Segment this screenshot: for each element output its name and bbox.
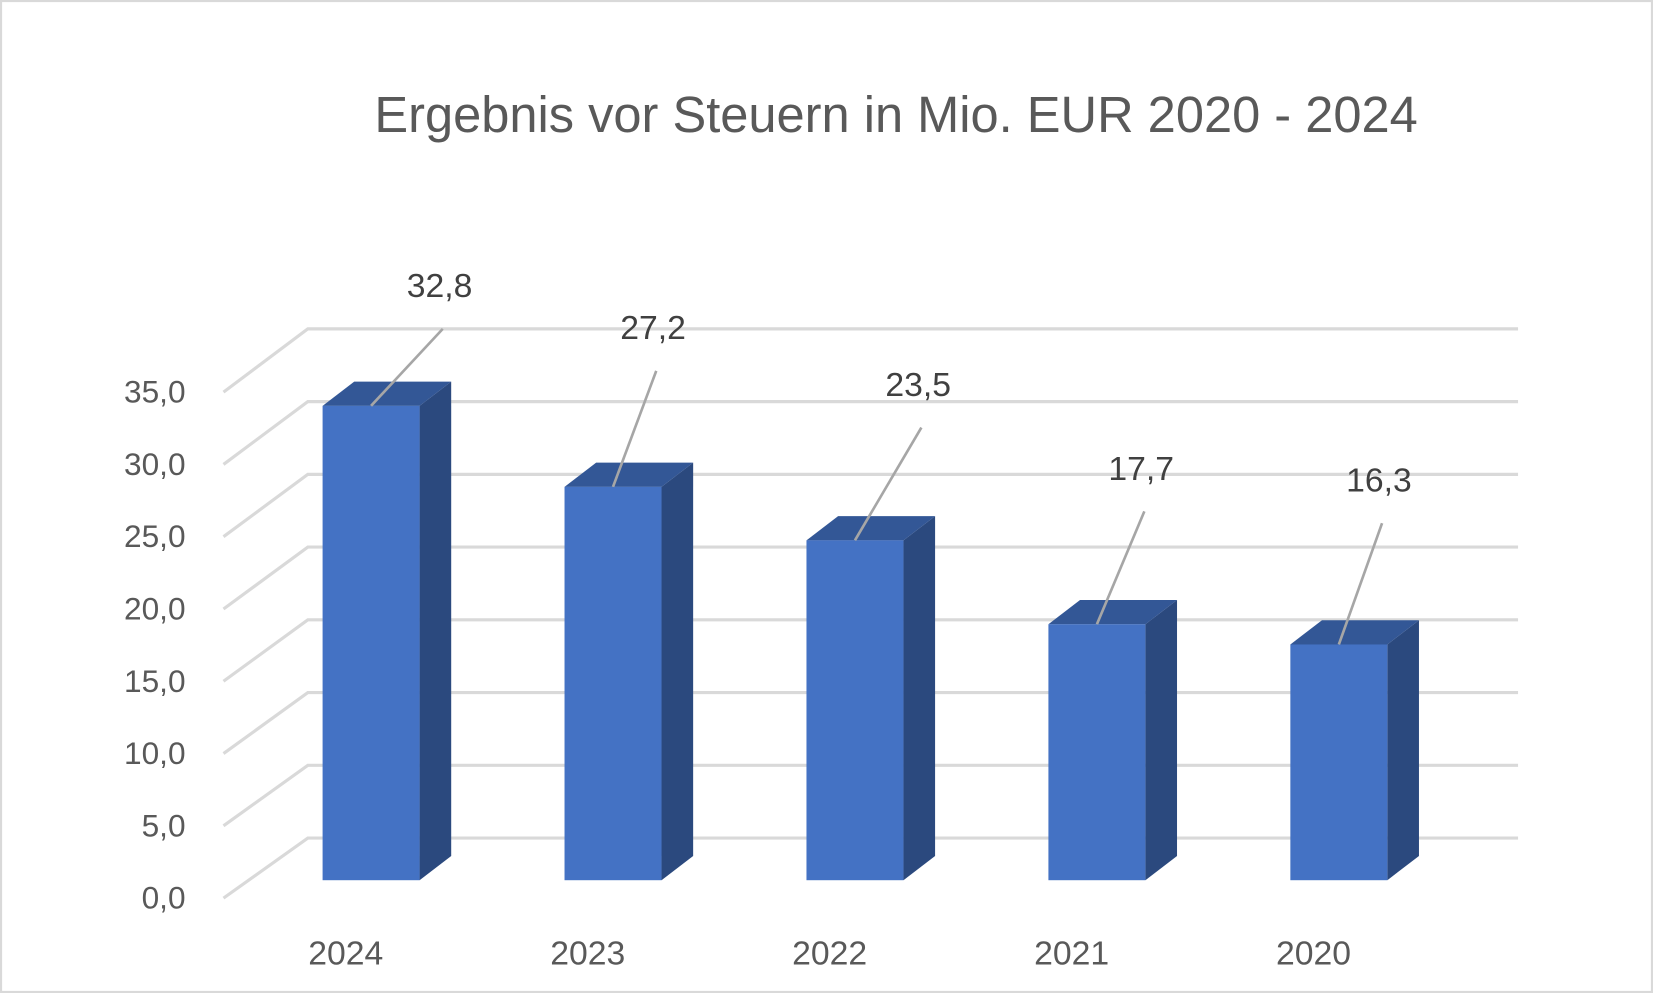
bar (564, 486, 662, 881)
gridline (222, 327, 1519, 394)
x-tick-label: 2023 (550, 935, 625, 973)
y-tick-label: 20,0 (124, 591, 186, 627)
data-label: 32,8 (407, 267, 473, 305)
gridline (222, 472, 1519, 538)
data-label: 27,2 (620, 309, 686, 347)
bar-top (322, 381, 452, 406)
bar-side (419, 381, 452, 881)
y-tick-label: 15,0 (124, 663, 186, 699)
y-tick-label: 30,0 (124, 446, 186, 482)
bar-top (564, 462, 694, 487)
leader-line (370, 327, 444, 407)
x-tick-label: 2021 (1034, 935, 1109, 973)
gridline (222, 545, 1519, 611)
bar-top (1290, 620, 1419, 645)
gridline (222, 400, 1519, 466)
bar-side (1387, 620, 1419, 881)
bar-side (661, 462, 694, 881)
leader-line (1095, 510, 1146, 625)
x-tick-label: 2022 (792, 935, 867, 973)
chart-title: Ergebnis vor Steuern in Mio. EUR 2020 - … (374, 86, 1417, 143)
leader-line (853, 426, 923, 541)
y-tick-label: 5,0 (142, 807, 186, 843)
data-label: 17,7 (1108, 450, 1174, 488)
bar-side (1145, 599, 1178, 881)
leader-line (611, 370, 658, 488)
bar (1290, 644, 1388, 881)
x-tick-label: 2024 (308, 935, 383, 973)
leader-line (1337, 522, 1384, 645)
y-tick-label: 10,0 (124, 735, 186, 771)
bar (1048, 624, 1146, 881)
bar (806, 540, 904, 881)
y-tick-label: 0,0 (142, 880, 186, 916)
y-tick-label: 25,0 (124, 518, 186, 554)
bar-top (806, 516, 936, 541)
x-tick-label: 2020 (1276, 935, 1351, 973)
y-tick-label: 35,0 (124, 374, 186, 410)
bar (322, 405, 420, 881)
data-label: 16,3 (1346, 462, 1412, 500)
data-label: 23,5 (885, 366, 951, 404)
bar-side (903, 516, 936, 881)
bar-top (1048, 599, 1178, 625)
